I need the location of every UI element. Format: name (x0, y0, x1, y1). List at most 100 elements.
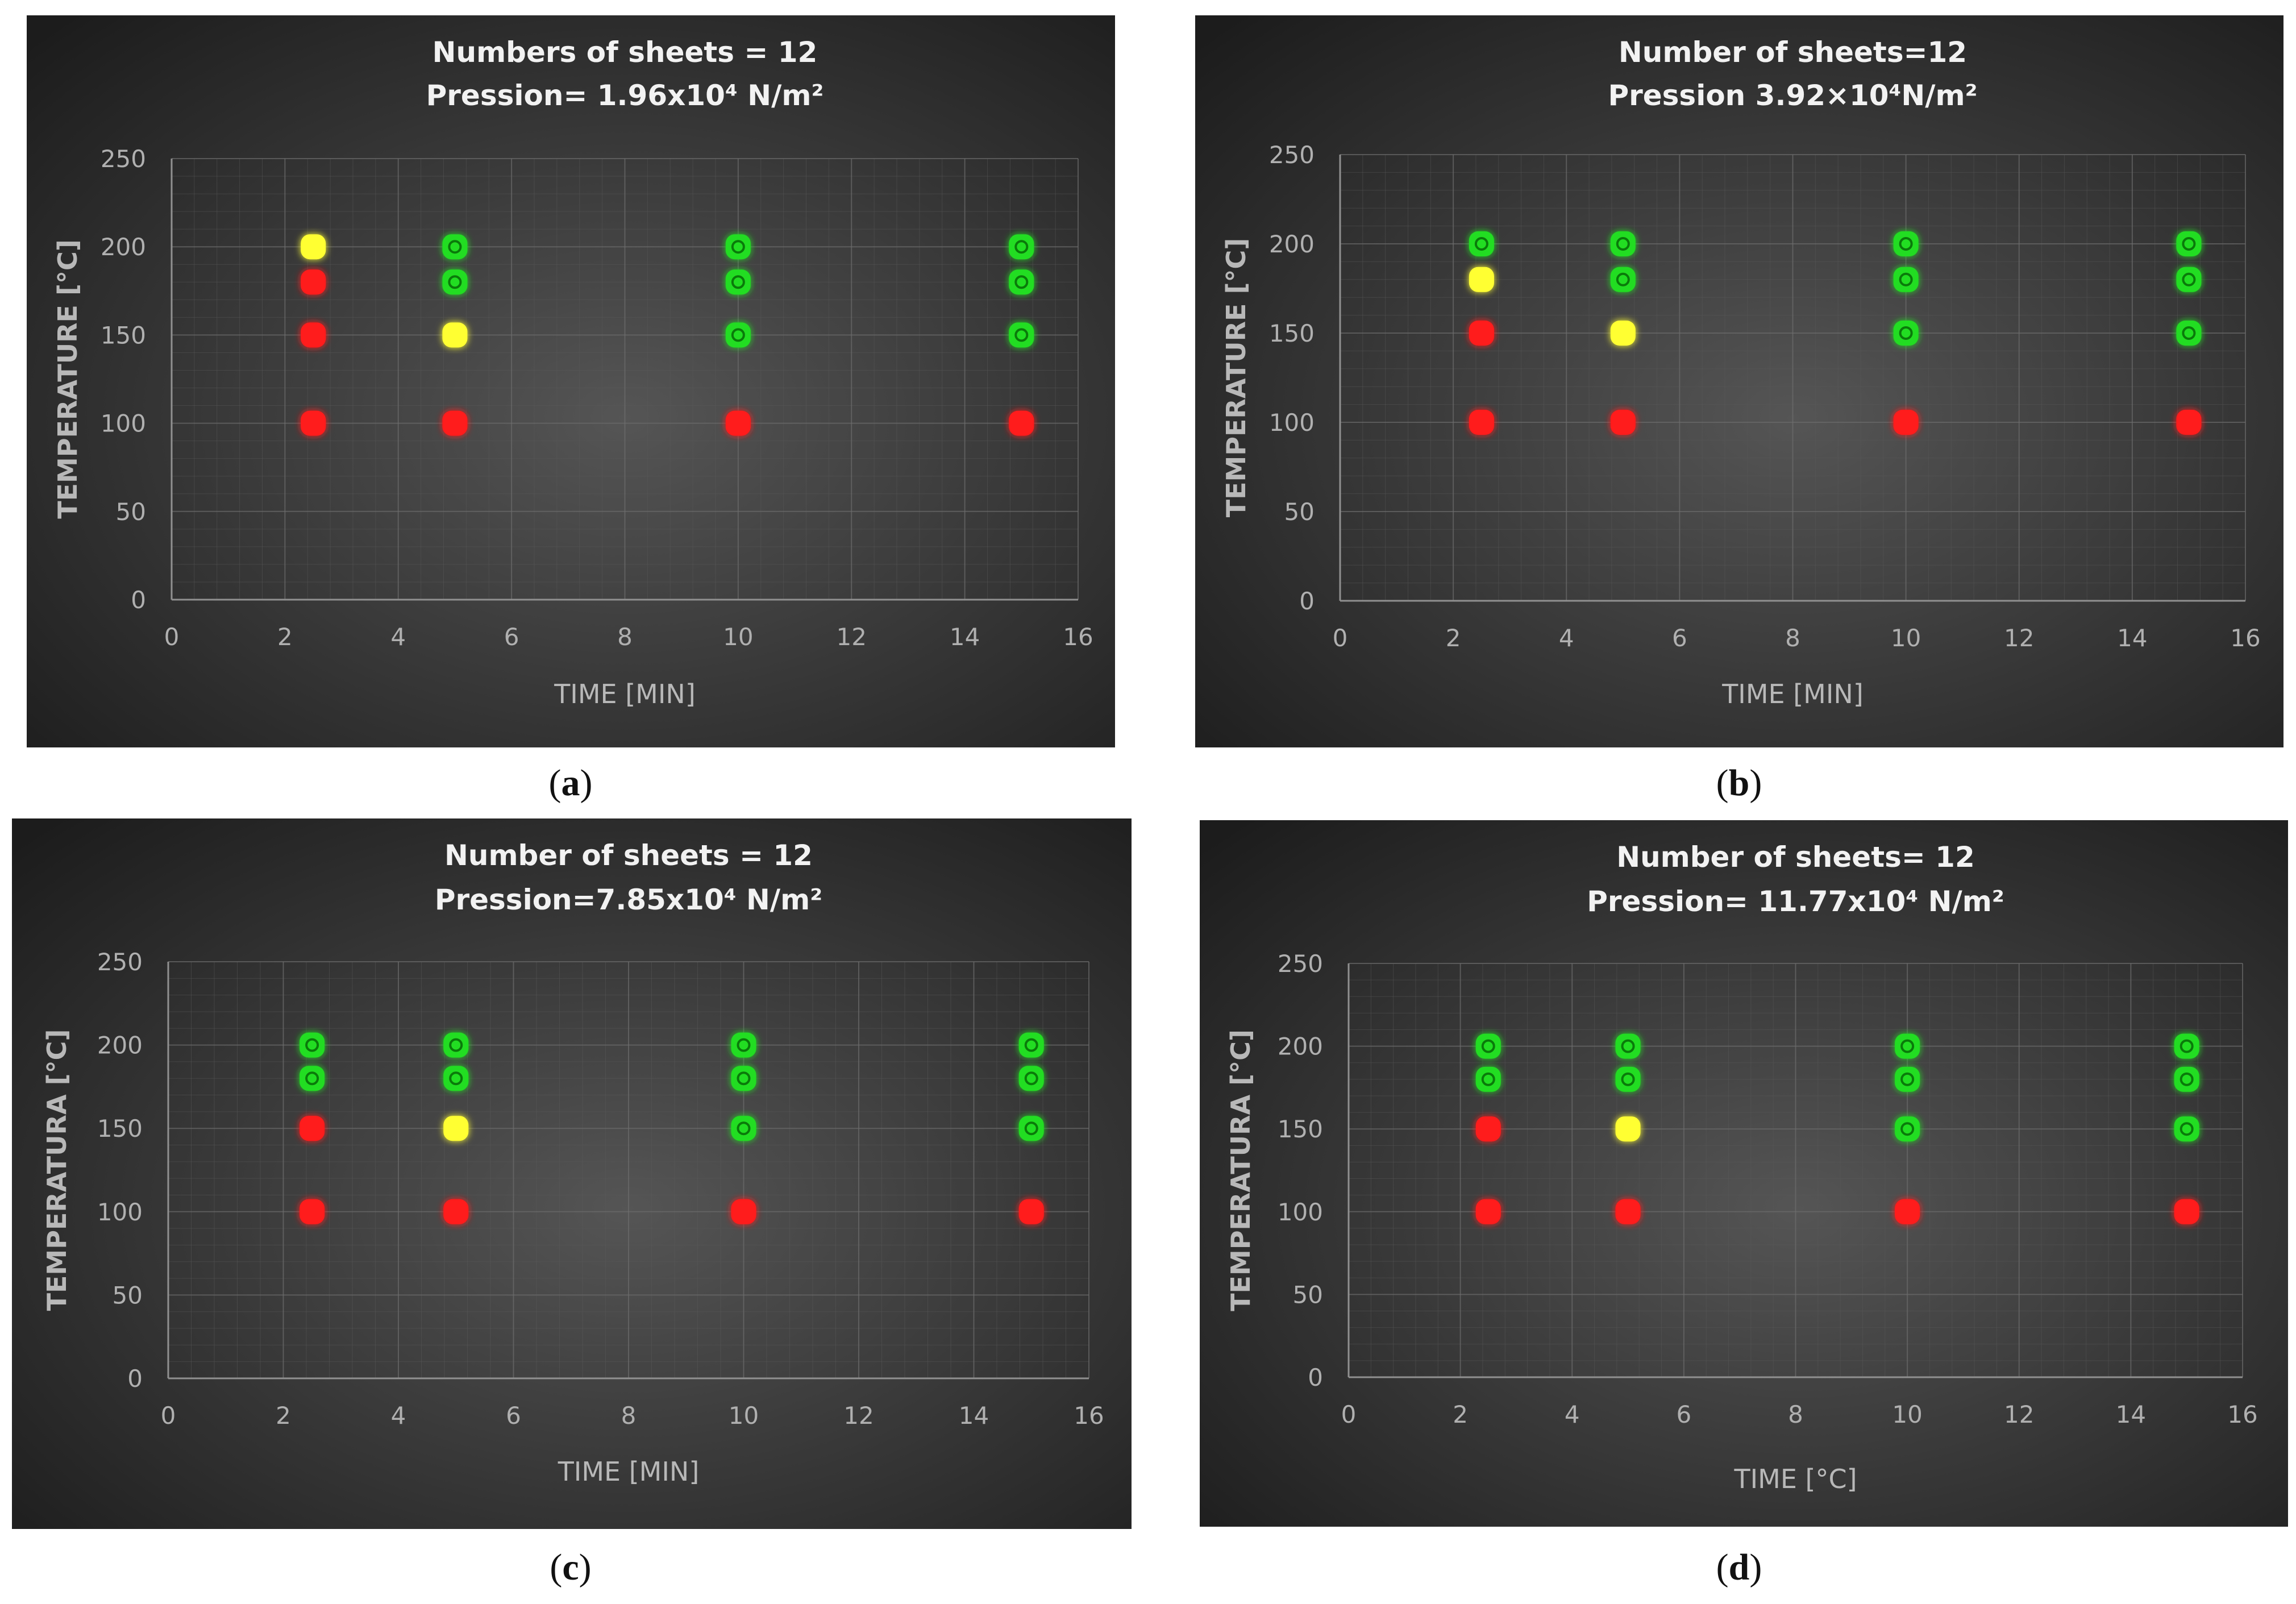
chart-title-line1: Numbers of sheets = 12 (432, 36, 818, 69)
chart-title-line2: Pression= 11.77x10⁴ N/m² (1587, 885, 2004, 918)
data-point-red (1895, 1199, 1920, 1224)
x-tick-label: 4 (391, 1402, 406, 1430)
data-point-green (1009, 269, 1034, 295)
caption-c-letter: c (562, 1547, 579, 1588)
data-point-green (1009, 322, 1034, 348)
x-tick-label: 16 (2230, 624, 2260, 652)
y-tick-label: 250 (97, 948, 143, 976)
data-point-green (725, 269, 751, 295)
data-point-red (442, 410, 468, 436)
chart-panel-c: 0 2 4 6 8 10 12 14 16 0 50 100 150 200 250 Number of sh… (12, 818, 1132, 1529)
chart-panel-a: 0 2 4 6 8 10 12 14 16 0 50 100 150 200 250 Numbers of s… (27, 15, 1115, 747)
y-tick-label: 0 (131, 586, 146, 614)
data-point-green (725, 234, 751, 260)
y-tick-label: 0 (127, 1365, 143, 1393)
x-tick-label: 2 (1446, 624, 1461, 652)
data-point-red (1893, 410, 1919, 435)
data-point-green (2174, 1116, 2199, 1142)
y-tick-label: 50 (1293, 1281, 1323, 1308)
x-tick-label: 12 (2004, 624, 2034, 652)
data-point-red (725, 410, 751, 436)
data-point-green (1615, 1033, 1641, 1059)
chart-title-line1: Number of sheets = 12 (444, 839, 813, 872)
y-tick-label: 100 (1269, 409, 1315, 437)
chart-b-svg: 0 2 4 6 8 10 12 14 16 0 50 100 150 200 250 Number of sh… (1195, 15, 2283, 747)
data-point-green (2174, 1033, 2199, 1059)
x-tick-label: 0 (1341, 1401, 1357, 1428)
x-tick-label: 8 (1785, 624, 1800, 652)
x-tick-label: 4 (1565, 1401, 1580, 1428)
data-point-red (301, 322, 326, 348)
data-point-green (442, 269, 468, 295)
x-tick-label: 6 (1672, 624, 1687, 652)
chart-background (1200, 820, 2288, 1527)
x-tick-label: 16 (2227, 1401, 2257, 1428)
x-tick-label: 8 (621, 1402, 637, 1430)
data-point-green (731, 1116, 756, 1141)
data-point-yellow (1610, 321, 1636, 346)
data-point-green (1018, 1116, 1044, 1141)
chart-background (12, 818, 1132, 1529)
x-tick-label: 14 (2117, 624, 2147, 652)
y-tick-label: 100 (97, 1198, 143, 1226)
x-tick-label: 0 (164, 623, 180, 651)
y-axis-label: TEMPERATURA [°C] (1225, 1029, 1256, 1311)
data-point-green (731, 1032, 756, 1058)
data-point-red (301, 410, 326, 436)
data-point-red (1475, 1199, 1501, 1224)
caption-d-letter: d (1728, 1547, 1750, 1588)
y-tick-label: 100 (1278, 1198, 1323, 1226)
chart-title-line2: Pression= 1.96x10⁴ N/m² (426, 79, 824, 112)
x-tick-label: 10 (1892, 1401, 1922, 1428)
caption-c: (c) (550, 1547, 592, 1588)
caption-a-letter: a (561, 762, 580, 804)
data-point-green (442, 234, 468, 260)
data-point-yellow (1615, 1116, 1641, 1142)
data-point-red (443, 1199, 469, 1224)
data-point-red (1469, 321, 1494, 346)
x-tick-label: 10 (729, 1402, 759, 1430)
data-point-yellow (1469, 267, 1494, 292)
x-axis-label: TIME [MIN] (1721, 679, 1864, 709)
x-tick-label: 16 (1063, 623, 1093, 651)
y-axis-label: TEMPERATURE [°C] (1221, 238, 1251, 518)
data-point-green (1610, 231, 1636, 256)
y-tick-label: 50 (1284, 498, 1315, 526)
y-tick-label: 250 (101, 145, 146, 173)
data-point-green (725, 322, 751, 348)
data-point-green (731, 1066, 756, 1091)
caption-b: (b) (1716, 762, 1762, 804)
x-axis-label: TIME [MIN] (558, 1456, 700, 1487)
chart-d-svg: 0 2 4 6 8 10 12 14 16 0 50 100 150 200 250 Number of sh… (1200, 820, 2288, 1527)
y-tick-label: 150 (97, 1115, 143, 1142)
y-tick-label: 0 (1299, 587, 1315, 615)
data-point-green (1475, 1033, 1501, 1059)
x-axis-label: TIME [MIN] (554, 679, 696, 709)
x-tick-label: 6 (504, 623, 519, 651)
caption-a: (a) (548, 762, 593, 804)
chart-title-line2: Pression=7.85x10⁴ N/m² (435, 883, 822, 916)
data-point-green (1895, 1116, 1920, 1142)
data-point-green (2176, 321, 2202, 346)
data-point-green (1895, 1066, 1920, 1092)
x-tick-label: 14 (2116, 1401, 2146, 1428)
data-point-green (1893, 231, 1919, 256)
data-point-green (1893, 321, 1919, 346)
data-point-green (1009, 234, 1034, 260)
chart-c-svg: 0 2 4 6 8 10 12 14 16 0 50 100 150 200 250 Number of sh… (12, 818, 1132, 1529)
x-tick-label: 2 (277, 623, 293, 651)
chart-background (27, 15, 1115, 747)
chart-panel-d: 0 2 4 6 8 10 12 14 16 0 50 100 150 200 250 Number of sh… (1200, 820, 2288, 1527)
y-tick-label: 0 (1308, 1364, 1323, 1391)
data-point-yellow (443, 1116, 469, 1141)
caption-b-letter: b (1728, 762, 1750, 804)
data-point-green (2176, 231, 2202, 256)
data-point-red (1615, 1199, 1641, 1224)
chart-title-line2: Pression 3.92×10⁴N/m² (1608, 79, 1977, 112)
data-point-green (1018, 1032, 1044, 1058)
x-tick-label: 14 (950, 623, 980, 651)
data-point-green (2176, 267, 2202, 292)
x-tick-label: 10 (1891, 624, 1921, 652)
data-point-green (300, 1032, 325, 1058)
data-point-green (443, 1032, 469, 1058)
